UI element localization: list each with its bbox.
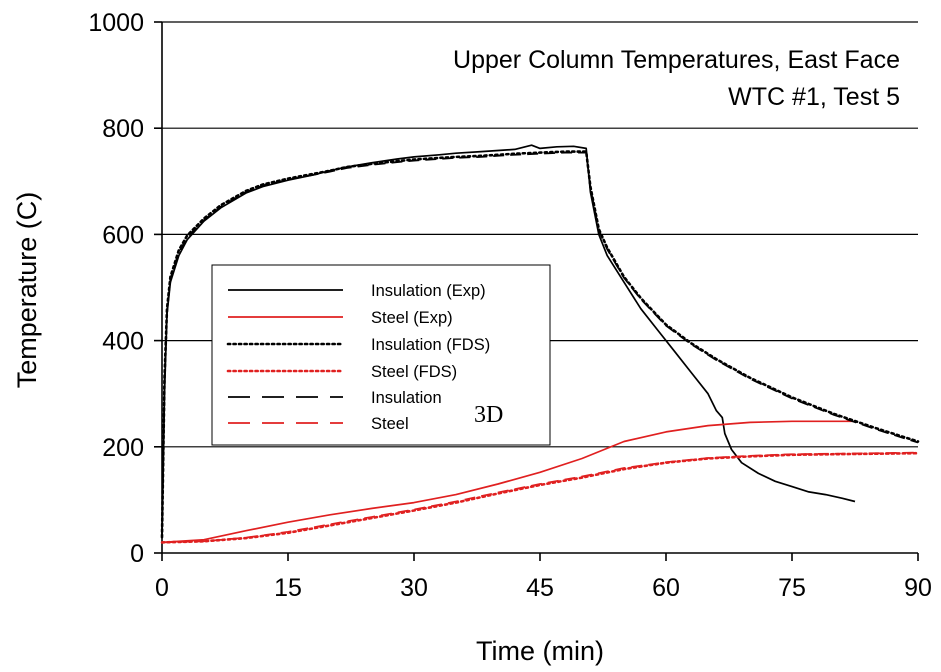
legend: Insulation (Exp) Steel (Exp) Insulation (F… [211,264,551,446]
annotation-3d: 3D [474,402,503,428]
chart-title: Upper Column Temperatures, East Face [453,46,900,74]
x-tick-label-15: 15 [274,574,302,602]
legend-label-4: Steel (FDS) [371,363,457,381]
x-tick-label-90: 90 [904,574,932,602]
series-line-2 [161,420,855,544]
legend-label-5: Insulation [371,389,442,407]
legend-label-1: Insulation (Exp) [371,282,486,300]
x-tick-label-0: 0 [155,574,169,602]
legend-box [211,264,551,446]
legend-label-3: Insulation (FDS) [371,336,490,354]
x-tick-label-45: 45 [526,574,554,602]
series-line-4 [160,451,920,544]
y-tick-label-1000: 1000 [88,9,144,37]
tick-labels: 0 200 400 600 800 1000 0 15 30 45 60 75 90 [88,9,932,602]
x-tick-label-75: 75 [778,574,806,602]
y-tick-label-600: 600 [102,221,144,249]
series-line-6 [161,451,919,544]
x-tick-label-30: 30 [400,574,428,602]
chart-subtitle: WTC #1, Test 5 [728,83,900,111]
x-axis-title: Time (min) [476,636,604,666]
y-tick-label-800: 800 [102,115,144,143]
series-line-1 [161,144,856,538]
legend-label-2: Steel (Exp) [371,309,453,327]
y-tick-label-0: 0 [130,540,144,568]
y-axis-title: Temperature (C) [12,192,42,389]
y-tick-label-400: 400 [102,328,144,356]
series-lines [160,144,920,544]
y-tick-label-200: 200 [102,434,144,462]
x-tick-label-60: 60 [652,574,680,602]
legend-label-6: Steel [371,415,409,433]
series-line-5 [161,151,919,538]
